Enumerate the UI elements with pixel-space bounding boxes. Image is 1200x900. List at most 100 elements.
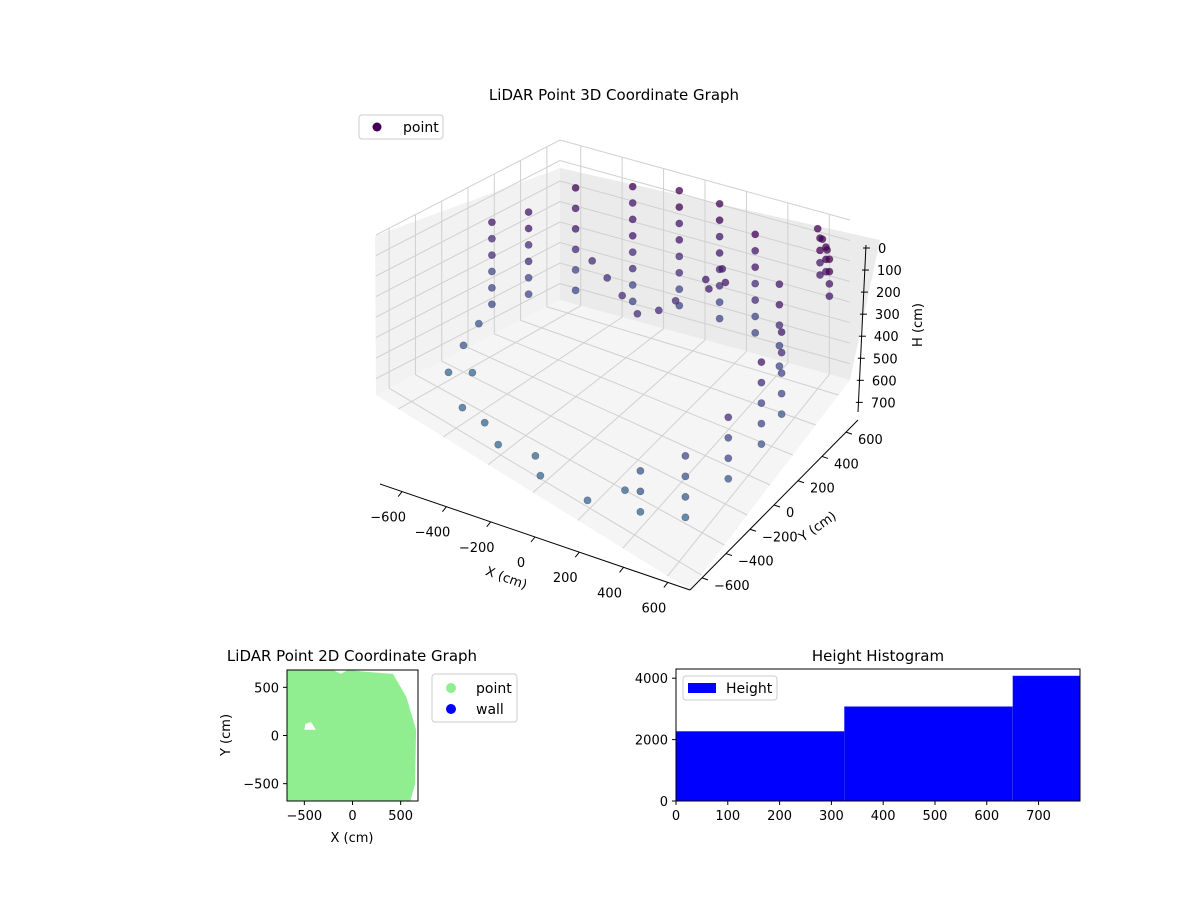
points-3d [444, 182, 834, 522]
data-point-3d [775, 362, 784, 371]
data-point-3d [825, 267, 834, 276]
histogram-x-tick-label: 300 [819, 809, 844, 824]
data-point-3d [628, 248, 637, 257]
x-tick [397, 491, 403, 497]
data-point-3d [487, 267, 496, 276]
data-point-3d [825, 255, 834, 264]
x-tick [619, 566, 624, 573]
grid-3d [375, 139, 851, 577]
data-point-3d [757, 358, 766, 366]
plot-2d: −500 0 500 −500 0 500 [243, 669, 419, 824]
data-point-3d [628, 297, 637, 306]
histogram-x-tick-label: 0 [672, 809, 680, 824]
data-point-3d [813, 224, 822, 233]
legend-histogram-swatch [688, 683, 716, 693]
data-point-3d [751, 312, 760, 321]
data-point-3d [636, 466, 645, 475]
data-point-3d [751, 296, 760, 304]
y-tick [701, 577, 709, 581]
y-tick [821, 455, 829, 459]
data-point-3d [531, 451, 540, 460]
data-point-3d [524, 257, 533, 266]
data-point-3d [751, 246, 760, 255]
data-point-3d [583, 496, 592, 505]
z-tick-label: 400 [874, 330, 899, 345]
y-tick-label: 400 [834, 457, 859, 472]
legend-2d-label-wall: wall [476, 702, 504, 718]
grid-floor-y [441, 360, 748, 516]
x-tick-label: 200 [553, 571, 578, 586]
y-tick-label: −200 [762, 530, 798, 545]
data-point-3d [757, 399, 766, 407]
data-point-3d [715, 298, 724, 307]
data-point-3d [636, 487, 645, 496]
data-point-3d [681, 451, 690, 460]
data-point-3d [823, 246, 831, 254]
legend-3d-marker-point [372, 122, 382, 132]
data-point-3d [444, 368, 453, 377]
data-point-3d [675, 186, 684, 195]
data-point-3d [628, 264, 637, 273]
data-point-3d [825, 292, 834, 301]
histogram-bar [676, 731, 845, 801]
data-point-3d [633, 309, 642, 318]
histogram-x-tick-label: 600 [974, 809, 999, 824]
data-point-3d [571, 265, 580, 274]
data-point-3d [675, 219, 684, 228]
data-point-3d [571, 286, 580, 295]
data-point-3d [675, 268, 684, 277]
data-point-3d [724, 474, 733, 483]
legend-histogram: Height [682, 675, 778, 701]
x-tick-label: 600 [641, 601, 666, 616]
y-tick-label: 200 [810, 482, 835, 497]
histogram-x-tick-label: 200 [767, 809, 792, 824]
y-tick-label-2d: −500 [243, 778, 279, 793]
chart-3d-title: LiDAR Point 3D Coordinate Graph [489, 86, 739, 104]
data-point-3d [494, 440, 503, 449]
data-point-3d [681, 472, 690, 481]
data-point-3d [775, 300, 784, 309]
chart-2d-xlabel: X (cm) [331, 831, 374, 846]
data-point-3d [777, 389, 786, 398]
data-point-3d [524, 208, 533, 216]
grid-floor-y [415, 374, 725, 546]
legend-2d-label-point: point [476, 681, 512, 697]
chart-3d: LiDAR Point 3D Coordinate Graph −600 −400… [358, 86, 926, 616]
data-point-3d [654, 306, 663, 315]
data-point-3d [628, 231, 637, 240]
data-point-3d [487, 283, 496, 292]
data-point-3d [721, 278, 730, 287]
grid-floor-y [467, 347, 771, 486]
data-point-3d [757, 378, 766, 387]
data-point-3d [681, 513, 690, 522]
data-point-3d [671, 296, 680, 305]
y-tick-label: −600 [714, 579, 750, 594]
data-point-3d [480, 418, 489, 427]
data-point-3d [775, 341, 784, 350]
histogram-bar [1012, 675, 1080, 801]
chart-2d-title: LiDAR Point 2D Coordinate Graph [227, 647, 477, 665]
data-point-3d [459, 341, 468, 350]
data-point-3d [715, 232, 724, 241]
data-point-3d [715, 249, 724, 257]
legend-3d-label-point: point [403, 120, 439, 136]
data-point-3d [715, 216, 724, 225]
data-point-3d [571, 245, 580, 254]
data-point-3d [487, 234, 496, 243]
data-point-3d [675, 252, 684, 261]
histogram-frame [675, 668, 1081, 802]
grid-height [375, 139, 851, 236]
grid-floor-y [546, 306, 839, 396]
legend-histogram-box [682, 675, 778, 701]
x-tick-label-2d: 0 [348, 809, 356, 824]
data-point-3d [571, 204, 580, 213]
z-axis-label: H (cm) [911, 303, 926, 347]
z-tick-label: 500 [873, 352, 898, 367]
x-tick-label: 400 [597, 586, 622, 601]
histogram-x-tick-label: 500 [923, 809, 948, 824]
data-point-3d [681, 492, 690, 501]
z-tick-label: 300 [875, 308, 900, 323]
x-tick-label: −400 [415, 526, 451, 541]
data-point-3d [636, 507, 645, 516]
grid-height [375, 159, 851, 256]
